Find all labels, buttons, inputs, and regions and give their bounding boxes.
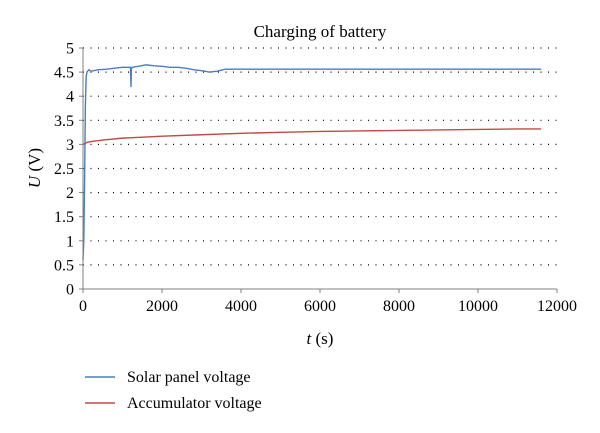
y-tick-labels: 0 0.5 1 1.5 2 2.5 3 3.5 4 4.5 5 — [54, 41, 74, 299]
y-tick-label: 2 — [66, 185, 74, 202]
x-tick-label: 2000 — [146, 298, 178, 315]
y-tick-label: 4 — [66, 89, 74, 106]
x-axis-label: t (s) — [307, 329, 334, 348]
y-tick-label: 5 — [66, 41, 74, 58]
legend-entry-solar: Solar panel voltage — [85, 369, 251, 386]
y-axis-variable: U — [25, 174, 44, 188]
y-tick-label: 1.5 — [54, 209, 74, 226]
chart-title: Charging of battery — [254, 22, 387, 41]
series-line-accumulator — [82, 128, 542, 146]
y-tick-label: 4.5 — [54, 65, 74, 82]
y-tick-label: 0 — [66, 282, 74, 299]
y-tick-label: 3 — [66, 137, 74, 154]
x-tick-label: 6000 — [304, 298, 336, 315]
legend: Solar panel voltage Accumulator voltage — [85, 369, 262, 412]
y-axis-label: U (V) — [25, 148, 44, 188]
y-tick-label: 2.5 — [54, 161, 74, 178]
x-tick-label: 8000 — [383, 298, 415, 315]
x-axis-variable: t — [307, 329, 313, 348]
legend-label-accumulator: Accumulator voltage — [127, 395, 262, 412]
x-tick-label: 0 — [79, 298, 87, 315]
series-line-solar-panel — [82, 64, 542, 261]
x-tick-labels: 0 2000 4000 6000 8000 10000 12000 — [79, 298, 577, 315]
x-tick-label: 4000 — [225, 298, 257, 315]
y-tick-label: 1 — [66, 233, 74, 250]
gridlines — [83, 47, 557, 266]
series-lines — [82, 64, 542, 261]
y-tick-label: 0.5 — [54, 257, 74, 274]
legend-label-solar: Solar panel voltage — [127, 369, 251, 386]
legend-entry-accumulator: Accumulator voltage — [85, 395, 262, 412]
x-tick-label: 10000 — [458, 298, 498, 315]
y-tick-label: 3.5 — [54, 113, 74, 130]
axes — [79, 47, 558, 293]
x-axis-unit: (s) — [311, 329, 333, 348]
y-axis-unit: (V) — [25, 148, 44, 176]
x-tick-label: 12000 — [537, 298, 577, 315]
